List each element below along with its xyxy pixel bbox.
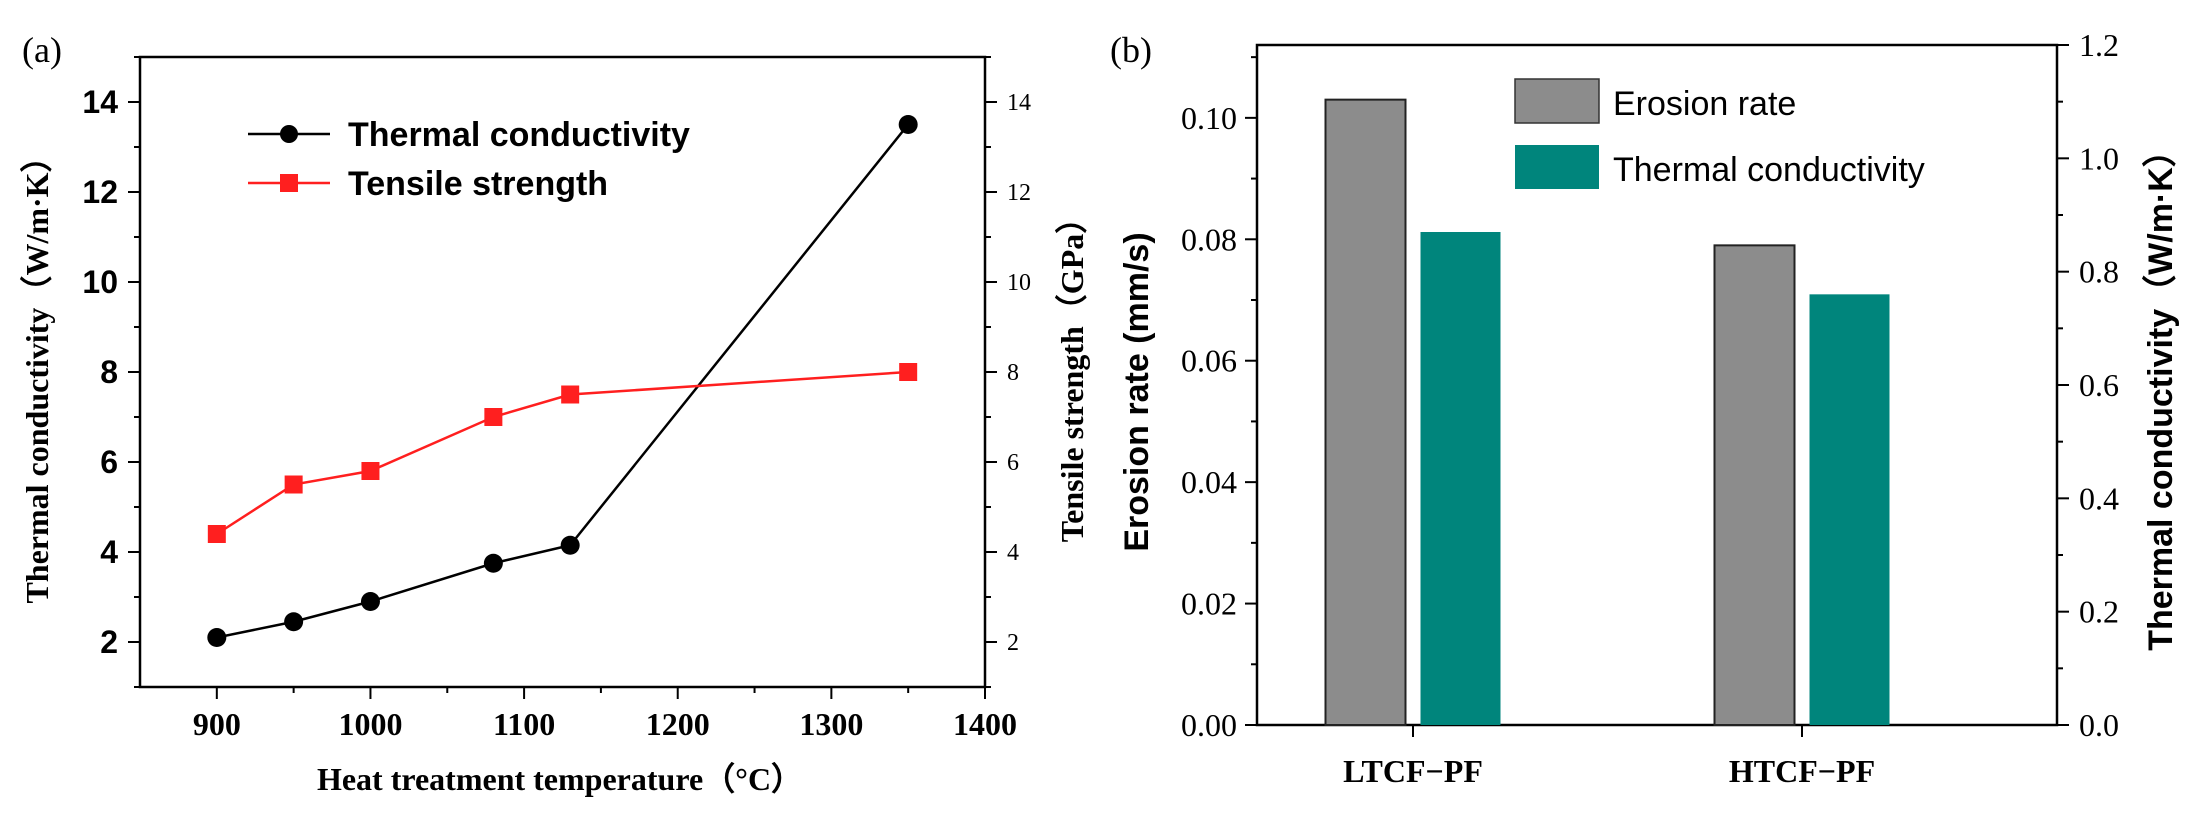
chart-a-y2-tick-label: 10 (1007, 270, 1031, 296)
chart-a-y-axis-label: Thermal conductivity（W/m·K） (19, 140, 55, 603)
legend-tensile-label: Tensile strength (348, 165, 608, 203)
chart-b-y-ticks: 0.00 0.02 0.04 0.06 0.08 0.10 (1181, 56, 1257, 743)
chart-a-x-tick-label: 1300 (799, 706, 863, 742)
chart-a-y-tick-label: 14 (82, 84, 118, 120)
chart-a-x-axis-label: Heat treatment temperature（°C） (317, 761, 803, 797)
legend-thermal-label: Thermal conductivity (348, 116, 690, 154)
chart-b-y-tick-label: 0.10 (1181, 100, 1237, 136)
chart-a-x-tick-label: 1000 (338, 706, 402, 742)
chart-a-y-tick-label: 8 (100, 354, 118, 390)
chart-a-legend: Thermal conductivity Tensile strength (248, 116, 690, 203)
chart-b-y2-tick-label: 0.2 (2079, 594, 2119, 630)
chart-b-erosion-bars: 0.00 0.02 0.04 0.06 0.08 0.10 0.0 0.2 0.4 0.6 0.8… (1118, 27, 2180, 789)
chart-b-bar-erosion-rate (1324, 98, 1407, 726)
chart-a-y2-axis-label: Tensile strength（GPa） (1054, 202, 1090, 542)
chart-b-y2-ticks: 0.0 0.2 0.4 0.6 0.8 1.0 1.2 (2057, 27, 2119, 743)
panel-label-b: (b) (1110, 30, 1152, 70)
legend-thermal-marker (280, 125, 298, 143)
chart-b-y2-tick-label: 1.2 (2079, 27, 2119, 63)
chart-b-bar-thermal-conductivity (1420, 232, 1501, 725)
chart-a-y2-tick-label: 6 (1007, 450, 1019, 476)
chart-a-x-tick-label: 1200 (646, 706, 710, 742)
chart-a-y2-tick-label: 4 (1007, 540, 1019, 566)
chart-b-y-tick-label: 0.08 (1181, 221, 1237, 257)
chart-b-y-tick-label: 0.04 (1181, 464, 1237, 500)
chart-a-x-tick-label: 1100 (493, 706, 555, 742)
chart-b-bars (1324, 98, 1890, 726)
chart-b-y2-tick-label: 0.8 (2079, 254, 2119, 290)
chart-a-y-tick-label: 4 (100, 534, 118, 570)
legend-conductivity-label: Thermal conductivity (1613, 151, 1925, 189)
chart-a-line-tensile-strength (216, 370, 909, 536)
chart-b-category-labels: LTCF−PF HTCF−PF (1343, 725, 1875, 789)
chart-a-point-thermal-conductivity (483, 553, 503, 573)
chart-a-y2-tick-label: 2 (1007, 630, 1019, 656)
chart-b-y2-tick-label: 0.0 (2079, 707, 2119, 743)
chart-a-y-ticks: 2 4 6 8 10 12 14 (82, 56, 140, 688)
chart-a-point-tensile-strength (561, 385, 580, 404)
chart-b-y-tick-label: 0.02 (1181, 586, 1237, 622)
chart-a-y-tick-label: 6 (100, 444, 118, 480)
chart-b-y-tick-label: 0.06 (1181, 343, 1237, 379)
chart-a-y-tick-label: 12 (82, 174, 118, 210)
chart-b-y2-tick-label: 0.6 (2079, 367, 2119, 403)
chart-a-point-thermal-conductivity (284, 612, 304, 632)
chart-a-series-markers (207, 115, 918, 647)
chart-a-y2-tick-label: 8 (1007, 360, 1019, 386)
chart-b-category-label: HTCF−PF (1729, 753, 1875, 789)
chart-b-y-tick-label: 0.00 (1181, 707, 1237, 743)
chart-b-y2-axis-label: Thermal conductivity（W/m·K） (2141, 133, 2180, 651)
panel-label-a: (a) (22, 30, 62, 70)
legend-erosion-label: Erosion rate (1613, 85, 1796, 123)
chart-a-point-thermal-conductivity (207, 628, 227, 647)
chart-a-point-thermal-conductivity (360, 592, 380, 611)
legend-erosion-swatch (1514, 78, 1600, 124)
chart-b-y2-tick-label: 0.4 (2079, 480, 2119, 516)
chart-a-series-lines (216, 123, 910, 639)
chart-a-line-thermal-conductivity (216, 123, 910, 639)
chart-a-x-ticks: 900 1000 1100 1200 1300 1400 (193, 687, 1017, 742)
chart-b-bar-thermal-conductivity (1809, 294, 1890, 725)
chart-a-x-tick-label: 1400 (953, 706, 1017, 742)
chart-a-point-thermal-conductivity (898, 115, 918, 134)
chart-a-y2-tick-label: 14 (1007, 90, 1031, 116)
chart-a-point-tensile-strength (484, 408, 503, 426)
chart-a-point-thermal-conductivity (560, 535, 580, 555)
chart-a-y-tick-label: 2 (100, 624, 118, 660)
chart-a-point-tensile-strength (207, 525, 226, 543)
chart-b-y2-tick-label: 1.0 (2079, 140, 2119, 176)
legend-tensile-marker (280, 174, 298, 192)
chart-a-x-tick-label: 900 (193, 706, 241, 742)
chart-b-bar-erosion-rate (1713, 244, 1796, 726)
chart-b-legend: Erosion rate Thermal conductivity (1514, 78, 1925, 189)
chart-a-y2-ticks: 2 4 6 8 10 12 14 (985, 56, 1031, 688)
chart-a-point-tensile-strength (361, 462, 380, 480)
legend-conductivity-swatch (1515, 145, 1599, 189)
chart-b-category-label: LTCF−PF (1343, 753, 1483, 789)
chart-a-point-tensile-strength (284, 475, 303, 494)
chart-a-thermal-tensile: 900 1000 1100 1200 1300 1400 2 4 6 8 10 12 14 2 4 6 8 1… (19, 55, 1090, 797)
chart-b-y-axis-label: Erosion rate (mm/s) (1118, 232, 1156, 551)
chart-a-y2-tick-label: 12 (1007, 180, 1031, 206)
chart-a-y-tick-label: 10 (82, 264, 118, 300)
chart-a-point-tensile-strength (899, 363, 918, 381)
